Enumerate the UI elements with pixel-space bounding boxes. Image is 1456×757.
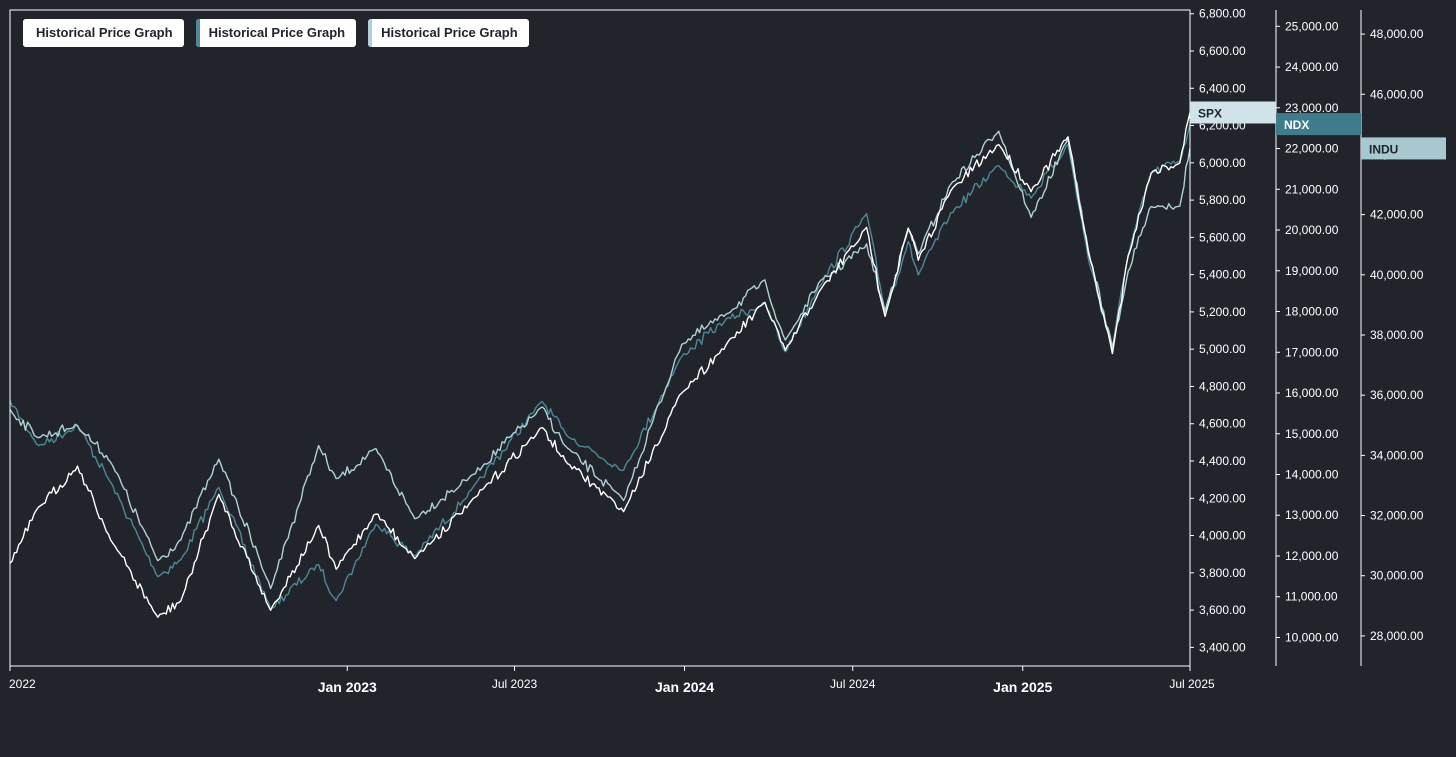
y-tick-label-ndx: 10,000.00 bbox=[1285, 630, 1339, 644]
y-tick-label-ndx: 15,000.00 bbox=[1285, 427, 1339, 441]
y-tick-label-ndx: 11,000.00 bbox=[1285, 590, 1338, 604]
y-tick-label-ndx: 22,000.00 bbox=[1285, 142, 1339, 156]
series-tags: SPX NDX INDU bbox=[1190, 101, 1446, 160]
x-tick-label: Jul 2024 bbox=[830, 677, 876, 691]
x-tick-label: Jul 2023 bbox=[492, 677, 538, 691]
y-tick-label-spx: 3,400.00 bbox=[1199, 640, 1246, 654]
y-tick-label-spx: 6,600.00 bbox=[1199, 44, 1246, 58]
y-tick-label-ndx: 17,000.00 bbox=[1285, 345, 1339, 359]
y-tick-label-indu: 48,000.00 bbox=[1370, 27, 1424, 41]
legend-button-ndx[interactable]: Historical Price Graph bbox=[195, 19, 357, 47]
series-tag-spx bbox=[1190, 101, 1276, 124]
y-tick-label-spx: 4,800.00 bbox=[1199, 379, 1246, 393]
y-tick-label-spx: 6,400.00 bbox=[1199, 81, 1246, 95]
y-tick-label-ndx: 24,000.00 bbox=[1285, 60, 1339, 74]
y-tick-label-spx: 4,600.00 bbox=[1199, 417, 1246, 431]
series-line-spx bbox=[9, 112, 1191, 618]
y-tick-label-ndx: 13,000.00 bbox=[1285, 508, 1339, 522]
legend: Historical Price Graph Historical Price … bbox=[23, 19, 529, 47]
y-tick-label-spx: 5,400.00 bbox=[1199, 268, 1246, 282]
series-tag-ndx bbox=[1276, 113, 1361, 136]
y-tick-label-indu: 46,000.00 bbox=[1370, 87, 1424, 101]
y-tick-label-spx: 3,600.00 bbox=[1199, 603, 1246, 617]
series-line-ndx bbox=[9, 123, 1191, 611]
y-tick-label-ndx: 12,000.00 bbox=[1285, 549, 1339, 563]
plot-border bbox=[9, 9, 1191, 667]
x-tick-label: Jan 2023 bbox=[318, 679, 377, 695]
y-tick-label-ndx: 19,000.00 bbox=[1285, 264, 1339, 278]
y-tick-label-indu: 40,000.00 bbox=[1370, 268, 1424, 282]
y-tick-label-indu: 30,000.00 bbox=[1370, 569, 1424, 583]
plot-frame bbox=[9, 9, 1191, 667]
y-tick-label-spx: 5,000.00 bbox=[1199, 342, 1246, 356]
legend-swatch-ndx bbox=[195, 19, 200, 47]
x-tick-label: Jul 2025 bbox=[1169, 677, 1215, 691]
legend-label-spx: Historical Price Graph bbox=[36, 25, 173, 40]
legend-label-indu: Historical Price Graph bbox=[381, 25, 518, 40]
y-tick-label-ndx: 16,000.00 bbox=[1285, 386, 1339, 400]
y-tick-label-spx: 4,000.00 bbox=[1199, 529, 1246, 543]
legend-swatch-spx bbox=[23, 19, 27, 47]
y-tick-label-indu: 36,000.00 bbox=[1370, 388, 1424, 402]
y-tick-label-ndx: 21,000.00 bbox=[1285, 182, 1339, 196]
y-tick-label-spx: 5,800.00 bbox=[1199, 193, 1246, 207]
y-tick-label-indu: 38,000.00 bbox=[1370, 328, 1424, 342]
y-tick-label-indu: 42,000.00 bbox=[1370, 208, 1424, 222]
series-tag-label-ndx: NDX bbox=[1284, 118, 1309, 132]
legend-button-indu[interactable]: Historical Price Graph bbox=[368, 19, 529, 47]
series-layer bbox=[9, 112, 1191, 618]
x-axis: 2022 Jan 2023 Jul 2023 Jan 2024 Jul 2024 Jan … bbox=[9, 666, 1215, 695]
series-tag-label-spx: SPX bbox=[1198, 107, 1222, 121]
y-tick-label-ndx: 20,000.00 bbox=[1285, 223, 1339, 237]
y-tick-label-indu: 32,000.00 bbox=[1370, 509, 1424, 523]
y-tick-label-spx: 3,800.00 bbox=[1199, 566, 1246, 580]
series-tag-label-indu: INDU bbox=[1369, 142, 1398, 156]
series-line-indu bbox=[9, 130, 1191, 590]
y-tick-label-ndx: 14,000.00 bbox=[1285, 467, 1339, 481]
y-tick-label-ndx: 18,000.00 bbox=[1285, 305, 1339, 319]
y-tick-label-ndx: 25,000.00 bbox=[1285, 19, 1339, 33]
y-tick-label-spx: 4,200.00 bbox=[1199, 491, 1246, 505]
x-tick-label: 2022 bbox=[9, 677, 36, 691]
x-tick-label: Jan 2025 bbox=[993, 679, 1052, 695]
x-tick-label: Jan 2024 bbox=[655, 679, 714, 695]
legend-label-ndx: Historical Price Graph bbox=[208, 25, 346, 40]
y-tick-label-indu: 34,000.00 bbox=[1370, 448, 1424, 462]
series-tag-indu bbox=[1361, 137, 1446, 160]
legend-button-spx[interactable]: Historical Price Graph bbox=[23, 19, 184, 47]
y-tick-label-spx: 6,000.00 bbox=[1199, 156, 1246, 170]
y-tick-label-spx: 4,400.00 bbox=[1199, 454, 1246, 468]
y-tick-label-spx: 5,200.00 bbox=[1199, 305, 1246, 319]
y-tick-label-indu: 28,000.00 bbox=[1370, 629, 1424, 643]
legend-swatch-indu bbox=[368, 19, 373, 47]
y-tick-label-spx: 6,800.00 bbox=[1199, 7, 1246, 21]
y-tick-label-spx: 5,600.00 bbox=[1199, 230, 1246, 244]
y-tick-label-ndx: 23,000.00 bbox=[1285, 101, 1339, 115]
